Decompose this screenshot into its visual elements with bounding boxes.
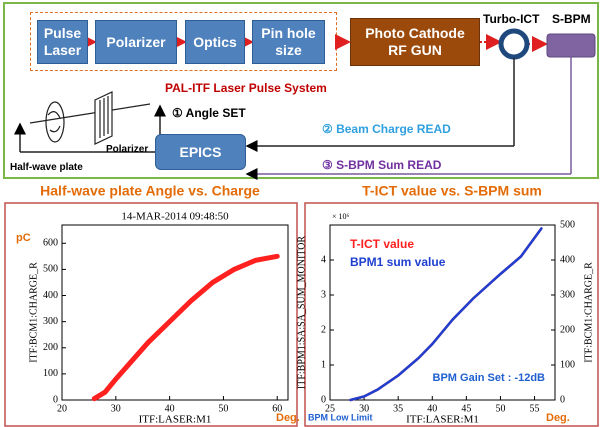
legend-entry: BPM1 sum value: [350, 255, 446, 269]
box-polarizer: Polarizer: [95, 20, 177, 64]
x-tick-label: 50: [495, 403, 505, 414]
annotation: 14-MAR-2014 09:48:50: [121, 211, 229, 223]
label-polarizer: Polarizer: [106, 144, 149, 155]
label-s-bpm: S-BPM: [552, 12, 591, 26]
x-tick-label: 30: [111, 403, 121, 414]
series-line: [349, 227, 543, 402]
y-tick-label: 500: [43, 264, 58, 275]
label-charge-read: ② Beam Charge READ: [322, 122, 451, 136]
annotation: pC: [16, 232, 31, 244]
y2-tick-label: 400: [560, 254, 575, 265]
diagram-frame: [3, 2, 599, 179]
y2-label: ITF:BCM1:CHARGE_R: [583, 262, 594, 363]
y-label: ITF:BCM1:CHARGE_R: [28, 262, 39, 363]
x-label: ITF:LASER:M1: [139, 414, 212, 426]
y-tick-label: 0: [53, 394, 58, 405]
y-tick-label: 400: [43, 290, 58, 301]
y-tick-label: 0: [321, 394, 326, 405]
panel: [4, 202, 298, 427]
label-angle-set: ① Angle SET: [172, 106, 246, 120]
box-pin-hole: Pin hole size: [252, 20, 325, 64]
label-sum-read: ③ S-BPM Sum READ: [322, 158, 442, 172]
y-label: ITF:BPM1:SA:SA_SUM_MONITOR: [296, 236, 307, 390]
panel: [304, 202, 599, 427]
y-tick-label: 200: [43, 342, 58, 353]
annotation: Deg.: [276, 412, 300, 424]
annotation: BPM Gain Set : -12dB: [433, 372, 546, 384]
y-tick-label: 300: [43, 316, 58, 327]
x-tick-label: 40: [427, 403, 437, 414]
y2-tick-label: 200: [560, 324, 575, 335]
x-tick-label: 40: [165, 403, 175, 414]
box-optics: Optics: [185, 20, 245, 64]
annotation: BPM Low Limit: [308, 412, 373, 422]
y-tick-label: 1: [321, 359, 326, 370]
x-tick-label: 55: [530, 403, 540, 414]
chart-title: Half-wave plate Angle vs. Charge: [40, 183, 260, 199]
x-tick-label: 25: [325, 403, 335, 414]
x-label: ITF:LASER:M1: [406, 414, 479, 426]
label-half-wave: Half-wave plate: [10, 162, 83, 173]
diagram-arrows: [14, 28, 596, 180]
legend-entry: T-ICT value: [350, 237, 414, 251]
x-tick-label: 45: [461, 403, 471, 414]
chart-title: T-ICT value vs. S-BPM sum: [362, 183, 542, 199]
y-tick-label: 600: [43, 238, 58, 249]
y2-tick-label: 500: [560, 219, 575, 230]
label-turbo-ict: Turbo-ICT: [483, 12, 540, 26]
label-system: PAL-ITF Laser Pulse System: [165, 81, 327, 95]
y2-tick-label: 0: [560, 394, 565, 405]
x-tick-label: 30: [359, 403, 369, 414]
y-tick-label: 2: [321, 324, 326, 335]
x-tick-label: 35: [393, 403, 403, 414]
y-tick-label: 4: [321, 254, 326, 265]
series-line: [91, 253, 280, 402]
annotation: Deg.: [546, 412, 570, 424]
x-tick-label: 60: [272, 403, 282, 414]
x-tick-label: 20: [57, 403, 67, 414]
annotation: × 10⁶: [332, 212, 350, 221]
y2-tick-label: 300: [560, 289, 575, 300]
y-tick-label: 3: [321, 289, 326, 300]
y-tick-label: 100: [43, 368, 58, 379]
box-rf-gun: Photo Cathode RF GUN: [350, 18, 480, 66]
plot-area: [61, 224, 289, 401]
box-pulse-laser: Pulse Laser: [37, 20, 88, 64]
plot-area: [329, 224, 556, 401]
box-epics: EPICS: [155, 134, 246, 170]
x-tick-label: 50: [218, 403, 228, 414]
y2-tick-label: 100: [560, 359, 575, 370]
